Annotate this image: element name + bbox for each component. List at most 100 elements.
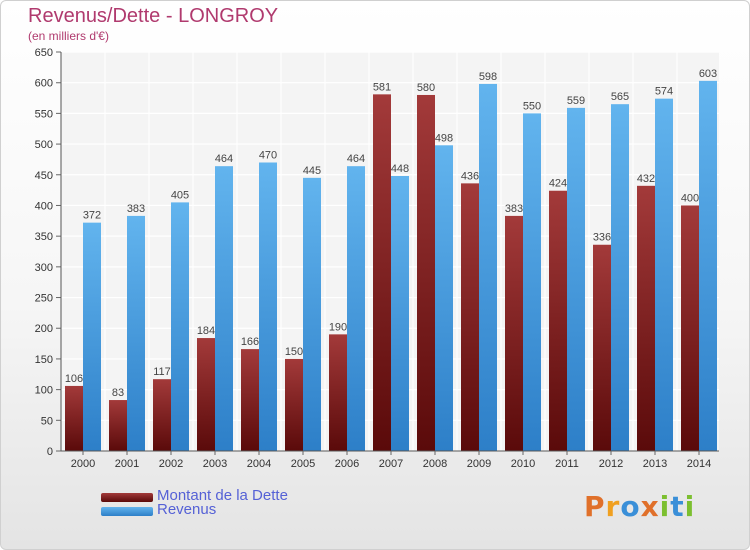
y-tick-label: 500 [35, 139, 53, 151]
revenue-bar [391, 175, 409, 451]
revenue-bar [655, 98, 673, 451]
revenue-bar [611, 104, 629, 451]
debt-bar [197, 338, 215, 451]
debt-bar [593, 244, 611, 451]
revenue-value-label: 470 [259, 149, 277, 161]
debt-bar [417, 94, 435, 451]
debt-value-label: 580 [417, 82, 435, 94]
revenue-value-label: 464 [215, 153, 233, 165]
x-tick-label: 2003 [203, 458, 227, 470]
revenue-value-label: 405 [171, 189, 189, 201]
x-tick-label: 2014 [687, 458, 711, 470]
chart-title: Revenus/Dette - LONGROY [28, 5, 279, 27]
proxiti-logo: Proxiti [584, 490, 695, 523]
revenue-value-label: 372 [83, 210, 101, 222]
y-tick-label: 650 [35, 47, 53, 59]
x-tick-label: 2006 [335, 458, 359, 470]
revenue-value-label: 383 [127, 203, 145, 215]
legend-label-debt: Montant de la Dette [157, 487, 288, 504]
debt-value-label: 150 [285, 346, 303, 358]
revenue-value-label: 559 [567, 95, 585, 107]
debt-value-label: 436 [461, 170, 479, 182]
debt-bar [153, 379, 171, 451]
debt-bar [681, 205, 699, 451]
debt-value-label: 383 [505, 203, 523, 215]
y-tick-label: 600 [35, 78, 53, 90]
legend-swatch-debt [101, 493, 153, 502]
y-tick-label: 150 [35, 354, 53, 366]
revenue-bar [215, 166, 233, 451]
revenue-bar [127, 215, 145, 451]
debt-value-label: 166 [241, 336, 259, 348]
debt-value-label: 106 [65, 373, 83, 385]
debt-bar [65, 385, 83, 451]
revenue-bar [259, 162, 277, 451]
y-tick-label: 450 [35, 170, 53, 182]
logo-letter: i [684, 490, 696, 523]
logo-letter: i [659, 490, 671, 523]
x-tick-label: 2009 [467, 458, 491, 470]
revenue-value-label: 574 [655, 86, 673, 98]
debt-bar [109, 400, 127, 451]
x-tick-label: 2002 [159, 458, 183, 470]
y-tick-label: 250 [35, 293, 53, 305]
x-tick-label: 2004 [247, 458, 271, 470]
legend-swatch-revenue [101, 507, 153, 516]
debt-bar [461, 183, 479, 451]
revenue-value-label: 603 [699, 68, 717, 80]
x-tick-label: 2005 [291, 458, 315, 470]
revenue-bar [567, 107, 585, 452]
debt-value-label: 432 [637, 173, 655, 185]
revenue-value-label: 498 [435, 132, 453, 144]
logo-letter: r [605, 490, 621, 523]
y-tick-label: 0 [47, 446, 53, 458]
revenue-value-label: 448 [391, 163, 409, 175]
x-tick-label: 2008 [423, 458, 447, 470]
x-tick-label: 2000 [71, 458, 95, 470]
debt-bar [241, 349, 259, 451]
revenue-bar [303, 177, 321, 452]
x-tick-label: 2007 [379, 458, 403, 470]
logo-letter: t [670, 490, 685, 523]
chart-subtitle: (en milliers d'€) [28, 29, 109, 43]
revenue-bar [347, 166, 365, 451]
legend-label-revenue: Revenus [157, 501, 217, 518]
y-tick-label: 550 [35, 108, 53, 120]
revenue-value-label: 550 [523, 100, 541, 112]
revenue-bar [699, 80, 717, 451]
x-tick-label: 2013 [643, 458, 667, 470]
debt-value-label: 117 [153, 366, 171, 378]
debt-value-label: 336 [593, 232, 611, 244]
debt-bar [285, 358, 303, 451]
revenue-bar [171, 202, 189, 451]
debt-value-label: 184 [197, 325, 215, 337]
logo-letter: x [640, 490, 660, 523]
debt-value-label: 83 [112, 387, 124, 399]
debt-bar [637, 185, 655, 451]
revenue-value-label: 565 [611, 91, 629, 103]
debt-value-label: 400 [681, 192, 699, 204]
revenue-bar [83, 222, 101, 451]
x-tick-label: 2011 [555, 458, 579, 470]
x-tick-label: 2001 [115, 458, 139, 470]
debt-bar [505, 215, 523, 451]
debt-value-label: 581 [373, 81, 391, 93]
y-tick-label: 300 [35, 262, 53, 274]
revenue-bar [479, 83, 497, 452]
revenue-value-label: 445 [303, 165, 321, 177]
revenue-value-label: 464 [347, 153, 365, 165]
logo-letter: o [620, 490, 641, 523]
debt-bar [329, 334, 347, 451]
y-tick-label: 50 [41, 415, 53, 427]
debt-bar [549, 190, 567, 451]
y-tick-label: 100 [35, 385, 53, 397]
debt-value-label: 190 [329, 321, 347, 333]
revenue-bar [523, 113, 541, 451]
revenue-bar [435, 145, 453, 451]
logo-letter: P [584, 490, 606, 523]
y-tick-label: 400 [35, 200, 53, 212]
x-tick-label: 2010 [511, 458, 535, 470]
x-tick-label: 2012 [599, 458, 623, 470]
